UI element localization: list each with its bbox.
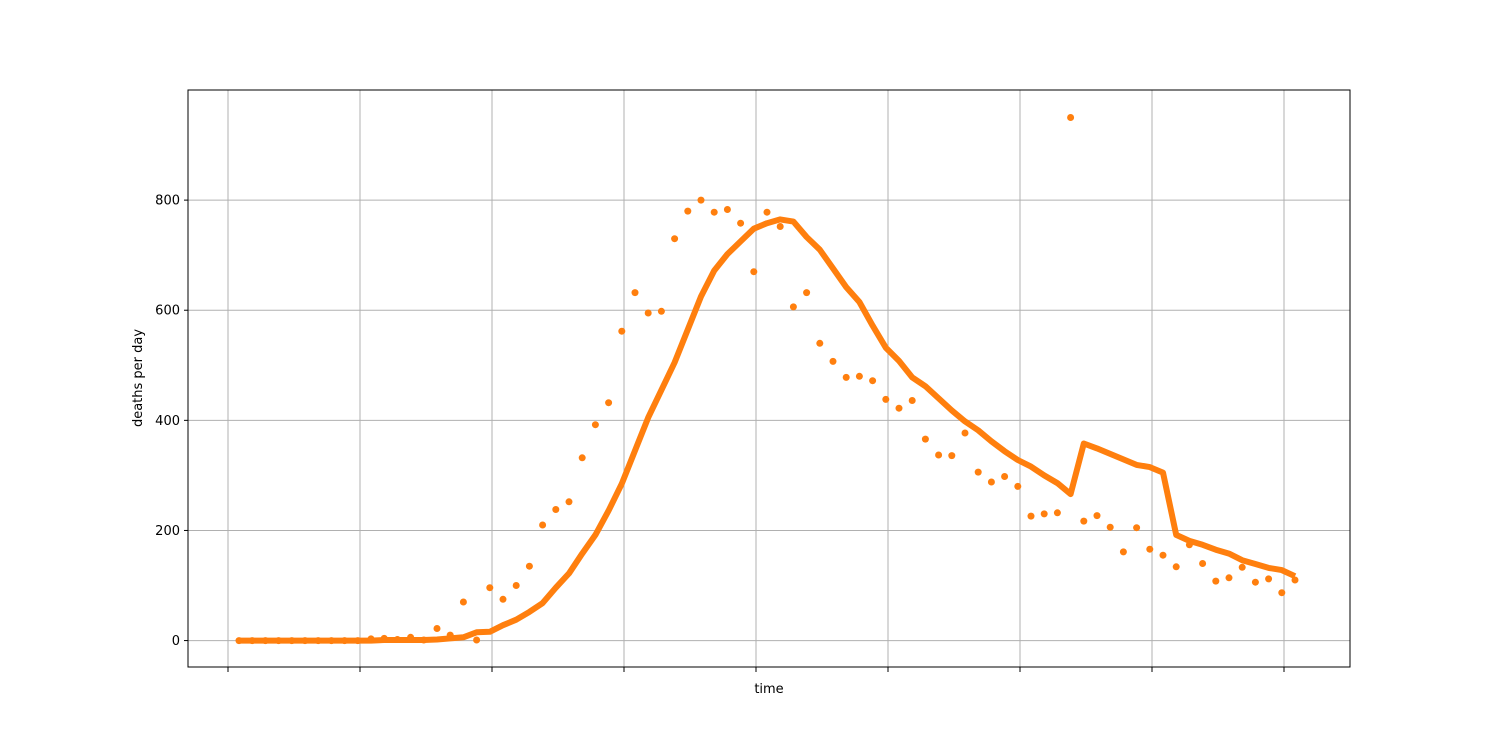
scatter-point bbox=[1278, 589, 1286, 597]
scatter-point bbox=[499, 595, 507, 603]
scatter-point bbox=[1001, 473, 1009, 480]
scatter-point bbox=[816, 339, 824, 347]
scatter-point bbox=[895, 404, 903, 412]
scatter-point bbox=[565, 498, 573, 506]
y-tick-label: 600 bbox=[155, 304, 180, 319]
scatter-point bbox=[1185, 541, 1193, 549]
scatter-point bbox=[288, 637, 296, 645]
scatter-point bbox=[367, 635, 375, 643]
scatter-point bbox=[644, 309, 652, 317]
scatter-point bbox=[539, 521, 547, 529]
scatter-point bbox=[671, 235, 679, 243]
scatter-point bbox=[684, 207, 692, 215]
scatter-point bbox=[987, 478, 995, 486]
scatter-point bbox=[776, 223, 784, 230]
x-axis bbox=[227, 667, 1285, 672]
scatter-point bbox=[855, 372, 863, 380]
scatter-point bbox=[235, 637, 243, 645]
scatter-point bbox=[341, 637, 349, 645]
scatter-point bbox=[1212, 577, 1220, 585]
scatter-point bbox=[803, 289, 811, 297]
scatter-point bbox=[908, 397, 916, 404]
y-tick-label: 400 bbox=[155, 414, 180, 429]
scatter-point bbox=[1106, 523, 1114, 531]
scatter-point bbox=[1291, 576, 1299, 584]
scatter-point bbox=[1119, 548, 1127, 556]
y-axis-label: deaths per day bbox=[131, 329, 146, 427]
scatter-point bbox=[789, 303, 797, 311]
scatter-point bbox=[605, 399, 613, 407]
scatter-point bbox=[327, 637, 335, 645]
scatter-point bbox=[948, 452, 956, 460]
scatter-point bbox=[1093, 512, 1101, 520]
scatter-point bbox=[1067, 114, 1075, 121]
scatter-point bbox=[1040, 510, 1048, 518]
scatter-point bbox=[459, 598, 467, 606]
scatter-point bbox=[261, 637, 269, 645]
scatter-point bbox=[1027, 512, 1035, 520]
scatter-point bbox=[1053, 509, 1061, 517]
series-scatter-group bbox=[235, 114, 1299, 645]
scatter-point bbox=[1199, 560, 1207, 567]
scatter-point bbox=[935, 451, 943, 459]
plot-area-frame bbox=[187, 89, 1351, 668]
scatter-point bbox=[380, 634, 388, 642]
y-tick-label: 0 bbox=[172, 634, 180, 649]
scatter-point bbox=[842, 373, 850, 381]
scatter-point bbox=[446, 631, 454, 639]
scatter-point bbox=[763, 208, 771, 216]
scatter-point bbox=[420, 636, 428, 644]
scatter-point bbox=[473, 636, 481, 644]
scatter-point bbox=[1159, 551, 1167, 559]
scatter-point bbox=[486, 584, 494, 592]
scatter-point bbox=[961, 429, 969, 437]
scatter-point bbox=[407, 633, 415, 641]
scatter-point bbox=[512, 582, 520, 589]
scatter-point bbox=[631, 289, 639, 297]
scatter-point bbox=[737, 219, 745, 227]
scatter-point bbox=[1225, 574, 1233, 582]
scatter-point bbox=[1146, 545, 1154, 553]
scatter-point bbox=[314, 637, 322, 645]
scatter-point bbox=[1133, 524, 1141, 532]
scatter-point bbox=[1265, 575, 1273, 583]
scatter-point bbox=[591, 421, 599, 429]
series-line bbox=[239, 216, 1297, 644]
scatter-point bbox=[1172, 563, 1180, 571]
scatter-point bbox=[710, 208, 718, 216]
scatter-point bbox=[1080, 517, 1088, 525]
scatter-point bbox=[882, 395, 890, 403]
scatter-point bbox=[1238, 563, 1246, 571]
series-line-group bbox=[239, 216, 1297, 644]
scatter-point bbox=[248, 637, 256, 645]
scatter-point bbox=[552, 506, 560, 513]
y-tick-label: 800 bbox=[155, 194, 180, 209]
scatter-point bbox=[301, 637, 309, 645]
scatter-point bbox=[869, 377, 877, 385]
scatter-point bbox=[618, 327, 626, 335]
scatter-point bbox=[393, 636, 401, 643]
scatter-point bbox=[750, 268, 758, 276]
scatter-point bbox=[829, 357, 837, 365]
scatter-point bbox=[578, 454, 586, 462]
scatter-point bbox=[275, 637, 283, 645]
x-axis-label: time bbox=[754, 682, 783, 697]
y-tick-label: 200 bbox=[155, 524, 180, 539]
scatter-point bbox=[974, 468, 982, 476]
scatter-point bbox=[921, 435, 929, 443]
scatter-point bbox=[525, 562, 533, 570]
scatter-point bbox=[723, 206, 731, 213]
scatter-point bbox=[697, 196, 705, 204]
scatter-point bbox=[1251, 578, 1259, 586]
scatter-point bbox=[433, 625, 441, 632]
scatter-point bbox=[657, 307, 665, 315]
scatter-point bbox=[1014, 482, 1022, 490]
scatter-point bbox=[354, 637, 362, 645]
y-axis: 0 200 400 600 800 bbox=[155, 194, 188, 649]
